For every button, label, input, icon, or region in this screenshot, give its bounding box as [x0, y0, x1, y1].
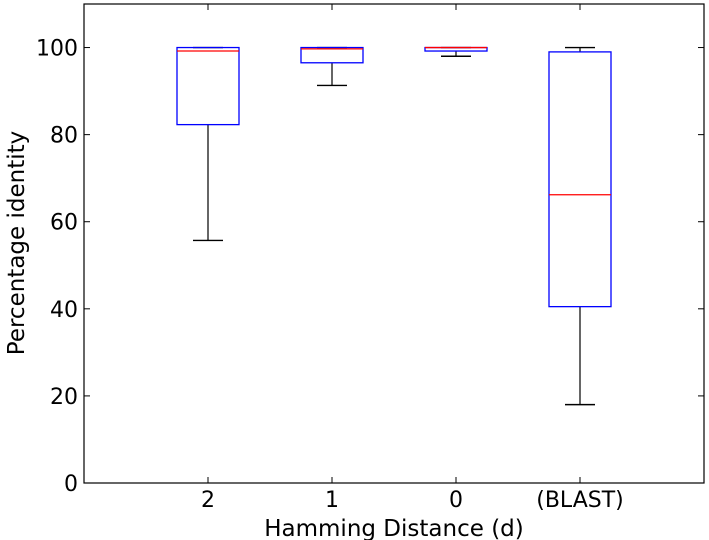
- box-4: [548, 46, 612, 406]
- x-tick-label: 0: [449, 488, 463, 513]
- y-tick-label: 80: [50, 124, 78, 149]
- box-1: [176, 46, 240, 242]
- x-axis: 2 1 0 (BLAST): [201, 4, 624, 513]
- y-axis: 0 20 40 60 80 100: [36, 37, 704, 497]
- box-2: [300, 46, 364, 87]
- x-axis-label: Hamming Distance (d): [264, 516, 524, 540]
- x-tick-label: (BLAST): [536, 488, 623, 513]
- x-tick-label: 1: [325, 488, 339, 513]
- boxes: [176, 46, 612, 406]
- plot-area: [83, 3, 705, 484]
- y-axis-label: Percentage identity: [4, 131, 30, 355]
- x-tick-label: 2: [201, 488, 215, 513]
- iqr-box: [548, 51, 612, 308]
- iqr-box: [300, 46, 364, 64]
- y-tick-label: 20: [50, 385, 78, 410]
- y-tick-label: 60: [50, 211, 78, 236]
- y-tick-label: 40: [50, 298, 78, 323]
- y-tick-label: 0: [64, 472, 78, 497]
- iqr-box: [176, 46, 240, 126]
- y-tick-label: 100: [36, 37, 78, 62]
- box-3: [424, 46, 488, 57]
